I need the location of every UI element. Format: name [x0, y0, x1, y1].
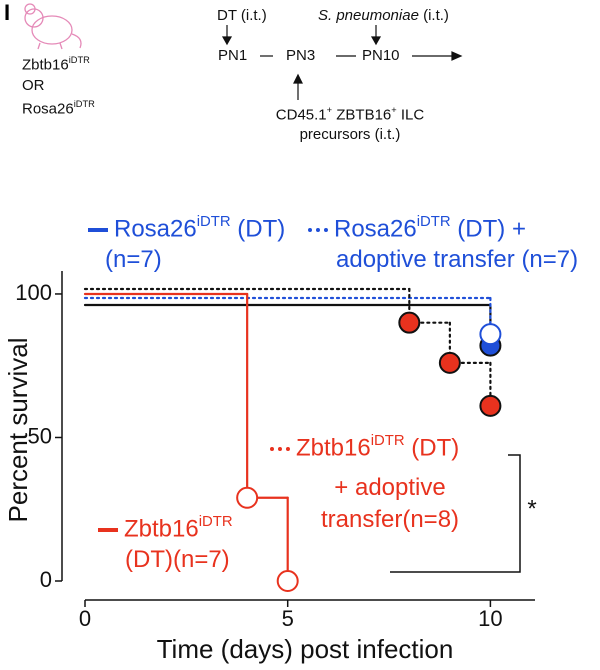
- event-marker: [236, 486, 259, 509]
- text-part: (DT) +: [450, 215, 526, 243]
- legend-entry: + adoptive: [334, 476, 445, 500]
- series: [83, 303, 502, 357]
- transfer-label: precursors (i.t.): [300, 127, 401, 142]
- x-tick-label: 10: [478, 606, 502, 631]
- transfer-label: CD45.1+ ZBTB16+ ILC: [275, 105, 425, 124]
- legend-entry: Zbtb16iDTR: [98, 515, 233, 541]
- text-part: (DT)(n=7): [125, 546, 230, 573]
- legend-key: [88, 228, 108, 233]
- event-marker: [398, 311, 421, 334]
- text-part: (DT): [230, 215, 286, 243]
- legend-entry: adoptive transfer (n=7): [336, 248, 578, 272]
- y-tick-label: 100: [15, 280, 52, 305]
- legend-entry: Zbtb16iDTR (DT): [270, 434, 459, 460]
- text-part: ZBTB16: [332, 106, 392, 124]
- x-tick-label: 0: [79, 606, 91, 631]
- treatment-label: DT (i.t.): [217, 7, 267, 24]
- legend-entry: transfer(n=8): [321, 508, 459, 532]
- route: (i.t.): [418, 7, 449, 24]
- superscript: iDTR: [370, 433, 405, 449]
- y-tick-label: 0: [40, 567, 52, 592]
- series: [83, 296, 502, 346]
- legend-entry: Rosa26iDTR (DT) +: [308, 215, 526, 241]
- legend-key: [98, 528, 118, 533]
- mouse-label: Rosa26iDTR: [22, 99, 95, 118]
- text-part: adoptive transfer (n=7): [336, 246, 579, 273]
- text-part: (n=7): [105, 246, 162, 273]
- text-part: + adoptive: [334, 474, 446, 501]
- timepoint: PN10: [362, 47, 400, 64]
- superscript: +: [326, 105, 333, 115]
- superscript: iDTR: [196, 214, 231, 230]
- event-marker: [276, 570, 299, 592]
- event-marker: [438, 351, 461, 374]
- pathogen-label: S. pneumoniae (i.t.): [318, 8, 449, 23]
- superscript: iDTR: [416, 214, 451, 230]
- legend-entry: Rosa26iDTR (DT): [88, 215, 285, 241]
- mouse-label: OR: [22, 78, 45, 93]
- text-part: Rosa26: [334, 215, 417, 243]
- timeline-arrows: [221, 25, 463, 100]
- event-marker: [479, 394, 502, 417]
- significance-bracket: [390, 454, 521, 573]
- event-marker: [479, 323, 502, 346]
- legend-key: [270, 447, 290, 452]
- series: [83, 287, 502, 417]
- annotation: *: [527, 495, 536, 522]
- superscript: iDTR: [198, 514, 233, 530]
- series: [83, 292, 299, 592]
- text-part: Zbtb16: [296, 434, 371, 462]
- y-axis-label: Percent survival: [3, 338, 33, 523]
- y-tick-label: 50: [28, 423, 52, 448]
- mouse-label: Zbtb16iDTR: [22, 55, 90, 74]
- text-part: OR: [22, 77, 45, 94]
- timepoint: PN1: [218, 47, 248, 64]
- text-part: Rosa26: [114, 215, 197, 243]
- text-part: Zbtb16: [22, 56, 69, 74]
- x-axis-label: Time (days) post infection: [157, 634, 454, 664]
- timepoint: PN3: [286, 47, 316, 64]
- text-part: CD45.1: [275, 106, 327, 124]
- pathogen-name: S. pneumoniae: [318, 7, 419, 24]
- text-part: Rosa26: [22, 100, 74, 118]
- mouse-icon: [24, 3, 82, 50]
- superscript: iDTR: [73, 99, 95, 109]
- legend-entry: (n=7): [105, 248, 162, 272]
- text-part: Zbtb16: [124, 515, 199, 543]
- text-part: (DT): [404, 434, 460, 462]
- text-part: precursors (i.t.): [299, 126, 401, 143]
- superscript: +: [391, 105, 397, 115]
- panel-label: I: [4, 0, 11, 25]
- text-part: transfer(n=8): [320, 506, 460, 533]
- legend-entry: (DT)(n=7): [125, 548, 230, 572]
- text-part: ILC: [396, 106, 425, 124]
- legend-key: [308, 228, 328, 233]
- x-tick-label: 5: [282, 606, 294, 631]
- superscript: iDTR: [68, 55, 90, 65]
